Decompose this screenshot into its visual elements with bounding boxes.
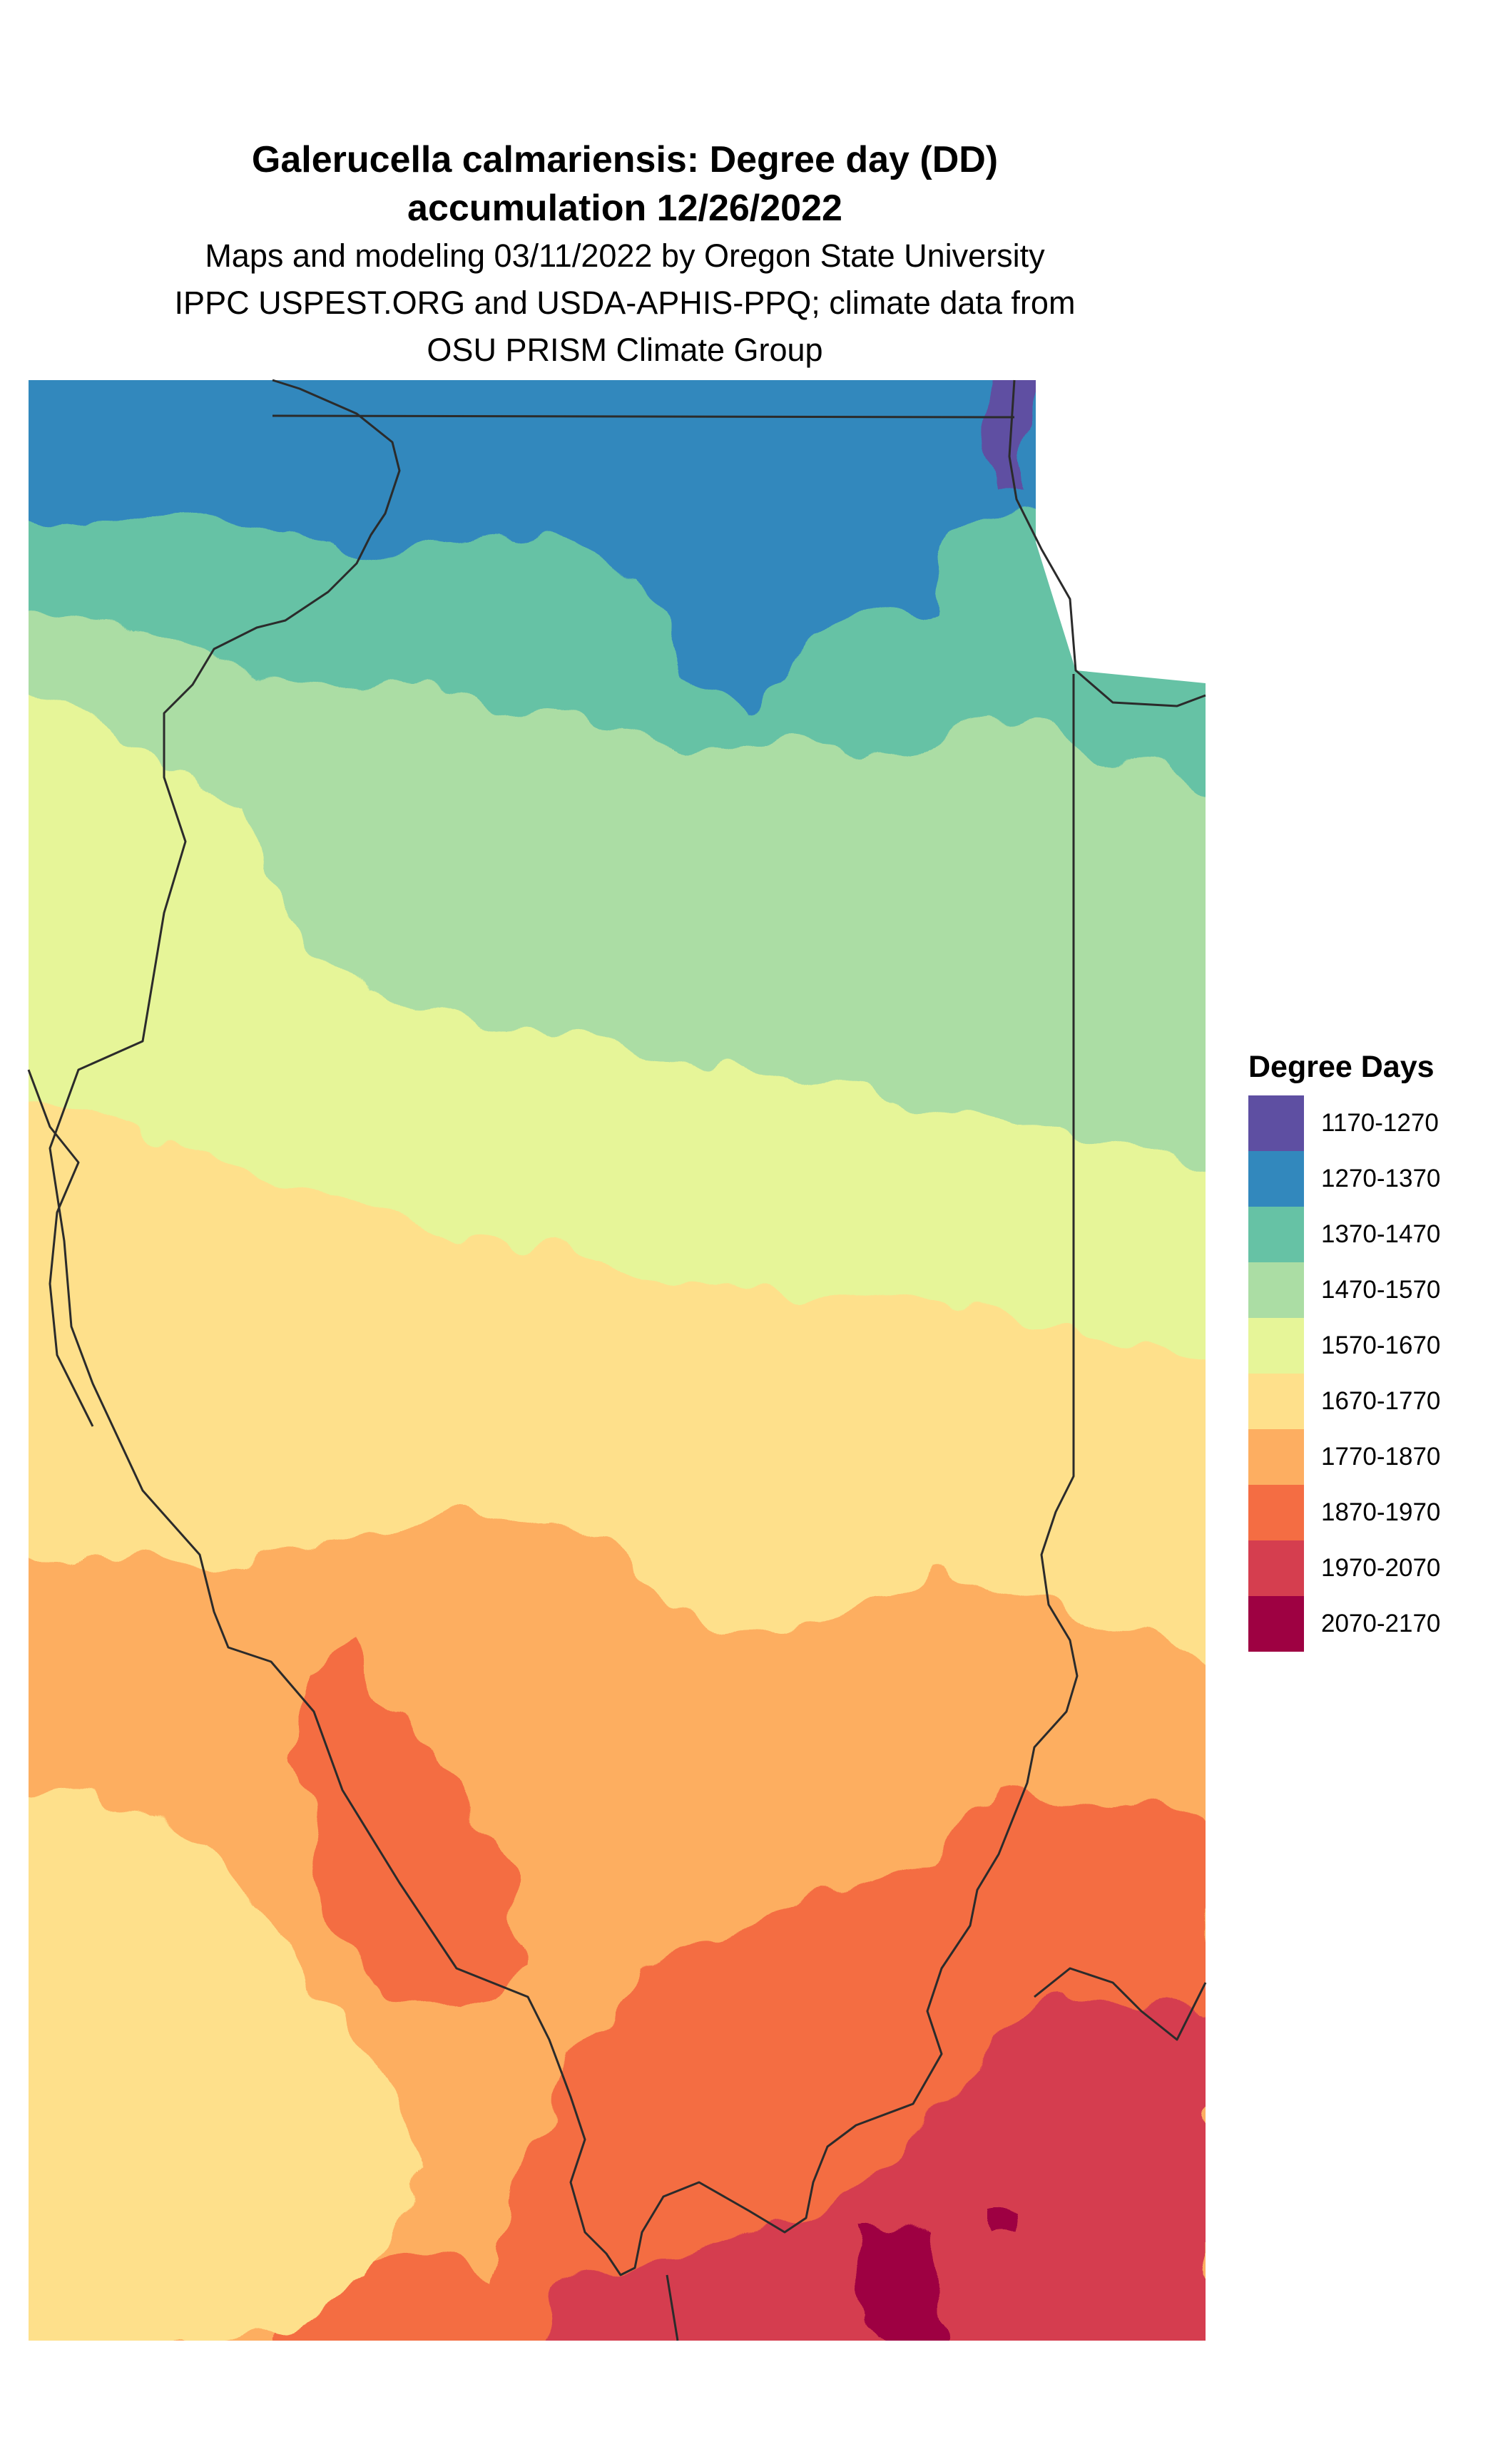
map-legend: Degree Days 1170-1270 1270-1370 1370-147… — [1248, 1048, 1462, 1652]
zone-1170-1270 — [984, 380, 1027, 492]
legend-label: 1870-1970 — [1321, 1498, 1441, 1526]
legend-swatch — [1248, 1095, 1304, 1151]
legend-item: 1170-1270 — [1248, 1095, 1462, 1151]
zone-2070-2170 — [867, 2232, 938, 2339]
map-title-line-2: accumulation 12/26/2022 — [407, 188, 842, 229]
zone-1970-2070 — [499, 1997, 1206, 2341]
boundary-kentucky-south — [666, 2274, 679, 2341]
legend-label: 1170-1270 — [1321, 1109, 1439, 1137]
legend-label: 1770-1870 — [1321, 1443, 1441, 1471]
legend-item: 1570-1670 — [1248, 1318, 1462, 1374]
legend-label: 2070-2170 — [1321, 1610, 1441, 1637]
legend-label: 1470-1570 — [1321, 1276, 1441, 1304]
legend-item: 1370-1470 — [1248, 1207, 1462, 1262]
legend-swatch — [1248, 1485, 1304, 1540]
map-subtitle-line-1: Maps and modeling 03/11/2022 by Oregon S… — [205, 237, 1045, 274]
boundary-wisconsin-lake-michigan — [1008, 379, 1206, 707]
legend-swatch — [1248, 1207, 1304, 1262]
legend-swatch — [1248, 1596, 1304, 1652]
zone-1870-1970-western — [300, 1640, 528, 2011]
legend-label: 1270-1370 — [1321, 1165, 1441, 1192]
boundary-missouri-west — [27, 1069, 94, 1427]
zone-2070-2170-small — [988, 2211, 1017, 2239]
legend-item: 1470-1570 — [1248, 1262, 1462, 1318]
legend-label: 1370-1470 — [1321, 1220, 1441, 1248]
state-boundaries — [27, 379, 1207, 2341]
map-title-line-1: Galerucella calmariensis: Degree day (DD… — [251, 139, 999, 180]
legend-label: 1970-2070 — [1321, 1554, 1441, 1582]
legend-title: Degree Days — [1248, 1050, 1435, 1084]
legend-label: 1670-1770 — [1321, 1387, 1441, 1415]
map-subtitle-line-3: OSU PRISM Climate Group — [427, 332, 823, 368]
legend-swatch — [1248, 1151, 1304, 1207]
legend-item: 1970-2070 — [1248, 1540, 1462, 1596]
boundary-indiana-kentucky — [1034, 1967, 1207, 2041]
map-header: Galerucella calmariensis: Degree day (DD… — [0, 136, 1250, 374]
legend-item: 1870-1970 — [1248, 1485, 1462, 1540]
legend-item: 1670-1770 — [1248, 1374, 1462, 1429]
legend-swatch — [1248, 1374, 1304, 1429]
legend-items: 1170-1270 1270-1370 1370-1470 1470-1570 … — [1248, 1095, 1462, 1652]
legend-item: 2070-2170 — [1248, 1596, 1462, 1652]
zone-1670-1770-southwest — [29, 1783, 428, 2341]
legend-item: 1270-1370 — [1248, 1151, 1462, 1207]
map-subtitle-line-2: IPPC USPEST.ORG and USDA-APHIS-PPQ; clim… — [174, 285, 1076, 321]
boundary-illinois-indiana — [49, 379, 1079, 2276]
legend-label: 1570-1670 — [1321, 1331, 1441, 1359]
legend-swatch — [1248, 1429, 1304, 1485]
legend-swatch — [1248, 1540, 1304, 1596]
legend-item: 1770-1870 — [1248, 1429, 1462, 1485]
legend-swatch — [1248, 1318, 1304, 1374]
boundary-northern-border — [272, 414, 1015, 419]
legend-swatch — [1248, 1262, 1304, 1318]
